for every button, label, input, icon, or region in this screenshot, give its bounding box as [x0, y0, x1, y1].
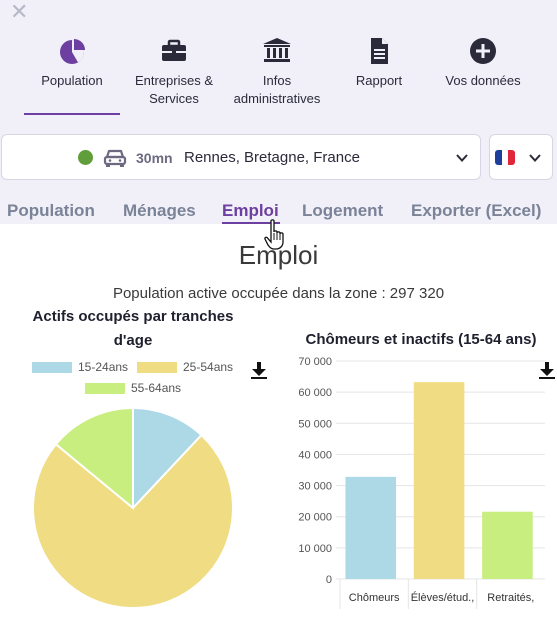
x-tick-label: Chômeurs [349, 592, 400, 604]
nav-label: Entreprises & Services [134, 73, 214, 106]
pie-slice-15-24ans[interactable] [132, 406, 203, 511]
y-tick-label: 0 [326, 574, 332, 586]
travel-time: 30mn [136, 150, 173, 166]
pie-chart [32, 406, 234, 609]
y-tick-label: 60 000 [298, 387, 332, 399]
chevron-down-icon [529, 154, 541, 162]
nav-active-indicator [24, 113, 120, 115]
nav-rapport[interactable]: Rapport [339, 36, 419, 90]
tab-logement[interactable]: Logement [302, 201, 384, 220]
page-title: Emploi [238, 240, 319, 270]
y-tick-label: 40 000 [298, 449, 332, 461]
y-tick-label: 20 000 [298, 512, 332, 524]
section-tabs: Population Ménages Emploi Logement Expor… [0, 201, 557, 223]
nav-population[interactable]: Population [24, 36, 120, 90]
legend-label: 15-24ans [78, 360, 129, 374]
legend-label: 55-64ans [131, 381, 182, 395]
tab-menages[interactable]: Ménages [123, 201, 196, 220]
chevron-down-icon [456, 154, 468, 162]
nav-entreprises-services[interactable]: Entreprises & Services [124, 36, 224, 108]
pie-slice-25-54ans[interactable] [32, 433, 234, 609]
pie-chart-icon [60, 39, 85, 64]
bar-0[interactable] [345, 476, 397, 579]
pie-legend-item[interactable]: 15-24ans [32, 360, 128, 374]
location-selector[interactable]: 30mn Rennes, Bretagne, France [1, 134, 481, 180]
x-tick-label: Élèves/étud., [411, 591, 475, 604]
legend-label: 25-54ans [183, 360, 234, 374]
nav-label: Infos administratives [233, 73, 321, 106]
status-dot [78, 150, 93, 165]
nav-infos-administratives[interactable]: Infos administratives [228, 36, 326, 108]
x-tick-label: Retraités, [487, 592, 534, 604]
plus-circle-icon [470, 38, 496, 64]
pie-legend-item[interactable]: 55-64ans [85, 381, 181, 395]
pointer-cursor-icon [264, 219, 284, 250]
main-nav: Population Entreprises & Services Infos … [0, 36, 557, 116]
y-tick-label: 30 000 [298, 481, 332, 493]
download-icon[interactable] [537, 360, 557, 380]
bar-1[interactable] [413, 382, 465, 579]
bar-chart-title: Chômeurs et inactifs (15-64 ans) [305, 331, 537, 348]
y-tick-label: 50 000 [298, 418, 332, 430]
tab-population[interactable]: Population [7, 201, 95, 220]
top-panel: ✕ Population Entreprises & Services [0, 0, 557, 224]
bar-2[interactable] [482, 511, 533, 579]
nav-label: Rapport [355, 73, 403, 88]
language-selector[interactable] [489, 134, 553, 180]
pie-title-line2: d'age [113, 332, 153, 349]
bar-chart: 0 10 000 20 000 30 000 40 000 50 000 60 000 70 … [298, 356, 545, 609]
close-icon[interactable]: ✕ [10, 0, 29, 24]
institution-icon [263, 38, 291, 62]
france-flag-icon [495, 150, 515, 165]
nav-label: Vos données [445, 73, 521, 88]
tab-exporter-excel[interactable]: Exporter (Excel) [411, 201, 542, 220]
download-icon[interactable] [249, 360, 269, 380]
nav-vos-donnees[interactable]: Vos données [436, 36, 530, 90]
car-icon [103, 149, 127, 167]
tab-emploi[interactable]: Emploi [222, 201, 279, 220]
briefcase-icon [162, 39, 186, 61]
y-tick-label: 70 000 [298, 356, 332, 368]
pie-chart-title: Actifs occupés par tranches d'age [20, 305, 246, 353]
pie-slice-55-64ans[interactable] [54, 406, 134, 511]
pie-title-line1: Actifs occupés par tranches [32, 308, 234, 325]
location-name: Rennes, Bretagne, France [184, 149, 360, 166]
nav-label: Population [41, 73, 103, 88]
y-tick-label: 10 000 [298, 543, 332, 555]
pie-legend-item[interactable]: 25-54ans [137, 360, 233, 374]
tab-active-indicator [222, 222, 280, 224]
page-subtitle: Population active occupée dans la zone :… [112, 285, 445, 302]
document-icon [371, 38, 388, 64]
